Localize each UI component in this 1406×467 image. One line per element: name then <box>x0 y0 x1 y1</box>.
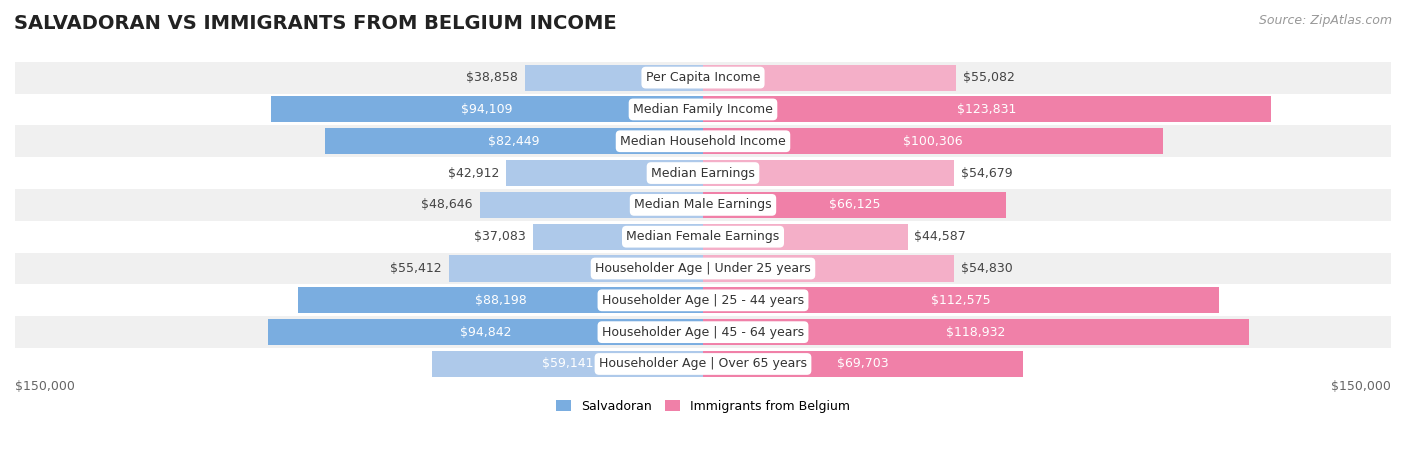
Text: $88,198: $88,198 <box>475 294 527 307</box>
Bar <box>325 128 703 154</box>
Text: Per Capita Income: Per Capita Income <box>645 71 761 84</box>
Text: $118,932: $118,932 <box>946 325 1005 339</box>
Text: $123,831: $123,831 <box>957 103 1017 116</box>
Text: $94,109: $94,109 <box>461 103 513 116</box>
Text: $55,412: $55,412 <box>391 262 441 275</box>
Bar <box>15 157 1391 189</box>
Text: Householder Age | 45 - 64 years: Householder Age | 45 - 64 years <box>602 325 804 339</box>
Text: SALVADORAN VS IMMIGRANTS FROM BELGIUM INCOME: SALVADORAN VS IMMIGRANTS FROM BELGIUM IN… <box>14 14 617 33</box>
Text: $38,858: $38,858 <box>465 71 517 84</box>
Text: Householder Age | Under 25 years: Householder Age | Under 25 years <box>595 262 811 275</box>
Text: Householder Age | Over 65 years: Householder Age | Over 65 years <box>599 357 807 370</box>
Text: $54,679: $54,679 <box>960 167 1012 180</box>
Bar <box>506 160 703 186</box>
Bar <box>298 287 703 313</box>
Bar <box>15 125 1391 157</box>
Bar <box>703 160 953 186</box>
Bar <box>703 96 1271 122</box>
Bar <box>15 62 1391 93</box>
Text: $48,646: $48,646 <box>422 198 472 212</box>
Text: $59,141: $59,141 <box>541 357 593 370</box>
Bar <box>15 93 1391 125</box>
Text: $66,125: $66,125 <box>830 198 880 212</box>
Bar <box>15 221 1391 253</box>
Bar <box>533 224 703 250</box>
Text: $82,449: $82,449 <box>488 135 540 148</box>
Bar <box>479 192 703 218</box>
Bar <box>269 319 703 345</box>
Text: $54,830: $54,830 <box>962 262 1014 275</box>
Text: $94,842: $94,842 <box>460 325 512 339</box>
Bar <box>271 96 703 122</box>
Bar <box>703 255 955 282</box>
Bar <box>15 253 1391 284</box>
Bar <box>703 192 1007 218</box>
Text: $100,306: $100,306 <box>903 135 963 148</box>
Text: $37,083: $37,083 <box>474 230 526 243</box>
Text: Median Family Income: Median Family Income <box>633 103 773 116</box>
Bar <box>703 319 1249 345</box>
Bar <box>15 284 1391 316</box>
Bar <box>703 351 1022 377</box>
Bar <box>15 348 1391 380</box>
Text: Householder Age | 25 - 44 years: Householder Age | 25 - 44 years <box>602 294 804 307</box>
Text: Median Earnings: Median Earnings <box>651 167 755 180</box>
Bar <box>15 189 1391 221</box>
Bar <box>432 351 703 377</box>
Bar <box>703 64 956 91</box>
Text: Source: ZipAtlas.com: Source: ZipAtlas.com <box>1258 14 1392 27</box>
Text: Median Household Income: Median Household Income <box>620 135 786 148</box>
Bar <box>703 287 1219 313</box>
Text: $44,587: $44,587 <box>914 230 966 243</box>
Text: $69,703: $69,703 <box>837 357 889 370</box>
Text: $55,082: $55,082 <box>963 71 1014 84</box>
Bar <box>524 64 703 91</box>
Legend: Salvadoran, Immigrants from Belgium: Salvadoran, Immigrants from Belgium <box>551 395 855 418</box>
Bar <box>703 224 907 250</box>
Text: $150,000: $150,000 <box>15 380 75 393</box>
Text: Median Male Earnings: Median Male Earnings <box>634 198 772 212</box>
Text: $150,000: $150,000 <box>1331 380 1391 393</box>
Text: Median Female Earnings: Median Female Earnings <box>627 230 779 243</box>
Text: $112,575: $112,575 <box>931 294 991 307</box>
Text: $42,912: $42,912 <box>449 167 499 180</box>
Bar <box>449 255 703 282</box>
Bar <box>15 316 1391 348</box>
Bar <box>703 128 1163 154</box>
